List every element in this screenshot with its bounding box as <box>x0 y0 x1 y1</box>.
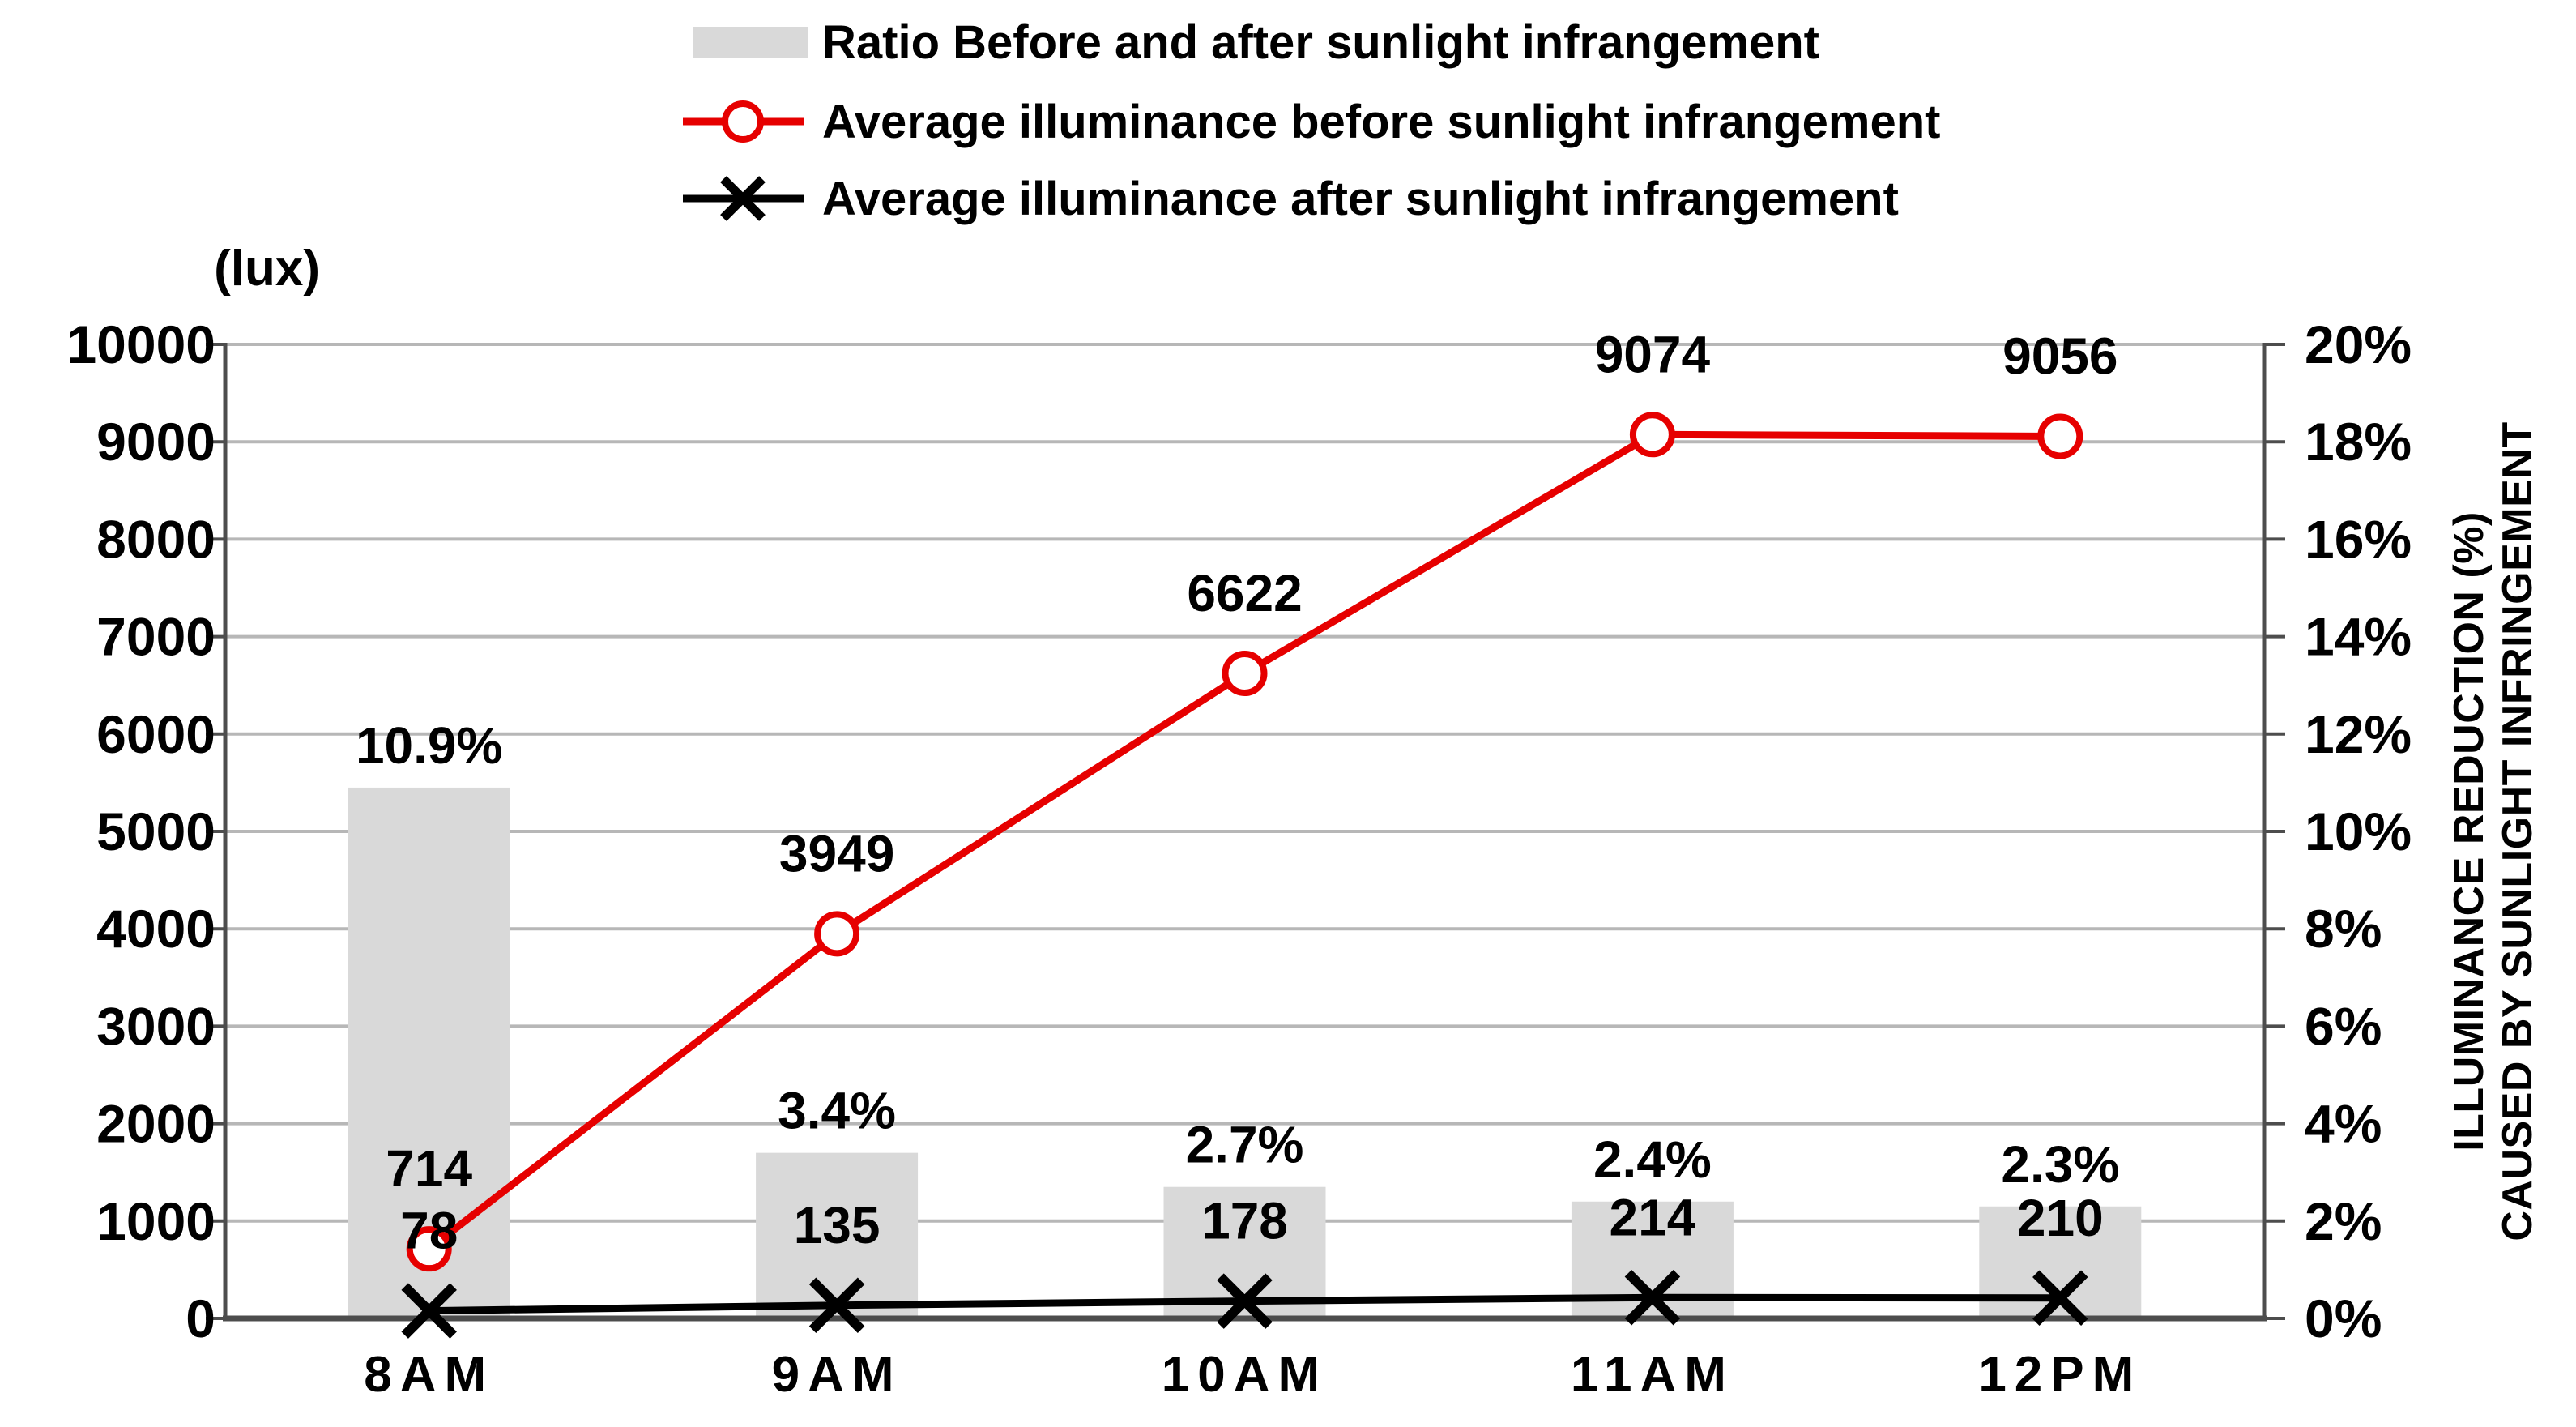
circle-marker <box>814 911 860 957</box>
after-value-label: 214 <box>1610 1188 1696 1246</box>
left-axis-tick-label: 3000 <box>96 996 215 1056</box>
right-axis-title: ILLUMINANCE REDUCTION (%) CAUSED BY SUNL… <box>2445 421 2542 1241</box>
after-value-label: 78 <box>400 1202 458 1260</box>
before-value-label: 6622 <box>1187 564 1302 622</box>
before-value-label: 9056 <box>2002 327 2118 385</box>
right-axis-tick-label: 16% <box>2305 509 2412 569</box>
left-axis-tick-label: 8000 <box>96 509 215 569</box>
ratio-value-label: 2.4% <box>1593 1130 1712 1189</box>
x-marker <box>2032 1270 2088 1327</box>
category-label: 10AM <box>1162 1347 1328 1403</box>
x-marker <box>808 1277 865 1334</box>
left-axis-tick-label: 2000 <box>96 1094 215 1154</box>
left-axis-tick-label: 6000 <box>96 704 215 764</box>
ratio-value-label: 10.9% <box>356 716 502 775</box>
legend-x-marker <box>720 176 766 221</box>
ratio-bar <box>756 1152 919 1318</box>
right-axis-tick-label: 2% <box>2305 1191 2382 1251</box>
before-value-label: 3949 <box>779 824 894 882</box>
x-marker <box>1624 1270 1681 1326</box>
left-axis-unit-label: (lux) <box>214 241 320 297</box>
left-axis-tick-label: 4000 <box>96 899 215 959</box>
right-axis-tick-label: 10% <box>2305 801 2412 861</box>
ratio-value-label: 2.7% <box>1186 1116 1304 1174</box>
right-axis-tick-label: 14% <box>2305 607 2412 667</box>
right-axis-tick-label: 20% <box>2305 314 2412 374</box>
legend-item-label: Average illuminance before sunlight infr… <box>822 96 1940 148</box>
left-axis-tick-label: 7000 <box>96 607 215 667</box>
after-value-label: 210 <box>2017 1189 2104 1247</box>
x-marker <box>1217 1273 1273 1329</box>
before-value-label: 714 <box>386 1139 472 1198</box>
legend-circle-marker <box>722 100 764 143</box>
ratio-value-label: 3.4% <box>778 1082 896 1140</box>
left-axis-tick-label: 10000 <box>66 314 215 374</box>
left-axis-tick-label: 5000 <box>96 801 215 861</box>
circle-marker <box>406 1226 452 1272</box>
right-axis-tick-label: 6% <box>2305 996 2382 1056</box>
ratio-value-label: 2.3% <box>2001 1135 2119 1194</box>
circle-marker <box>2037 413 2083 459</box>
right-axis-tick-label: 18% <box>2305 412 2412 472</box>
category-label: 9AM <box>772 1347 902 1403</box>
legend-item-label: Average illuminance after sunlight infra… <box>822 173 1899 225</box>
legend-bar-swatch <box>693 27 808 58</box>
after-value-label: 135 <box>794 1196 881 1254</box>
right-axis-title-line2: CAUSED BY SUNLIGHT INFRINGEMENT <box>2494 421 2541 1241</box>
x-marker <box>401 1283 457 1339</box>
legend-item-label: Ratio Before and after sunlight infrange… <box>822 16 1819 69</box>
circle-marker <box>1629 412 1675 458</box>
category-label: 8AM <box>364 1347 494 1403</box>
left-axis-tick-label: 0 <box>186 1288 215 1348</box>
category-label: 12PM <box>1978 1347 2142 1403</box>
category-label: 11AM <box>1571 1347 1734 1403</box>
before-value-label: 9074 <box>1595 325 1711 383</box>
after-value-label: 178 <box>1201 1192 1288 1250</box>
right-axis-tick-label: 4% <box>2305 1094 2382 1154</box>
left-axis-tick-label: 9000 <box>96 412 215 472</box>
right-axis-tick-label: 0% <box>2305 1288 2382 1348</box>
right-axis-title-line1: ILLUMINANCE REDUCTION (%) <box>2446 511 2493 1151</box>
right-axis-tick-label: 12% <box>2305 704 2412 764</box>
left-axis-tick-label: 1000 <box>96 1191 215 1251</box>
right-axis-tick-label: 8% <box>2305 899 2382 959</box>
circle-marker <box>1222 651 1268 697</box>
